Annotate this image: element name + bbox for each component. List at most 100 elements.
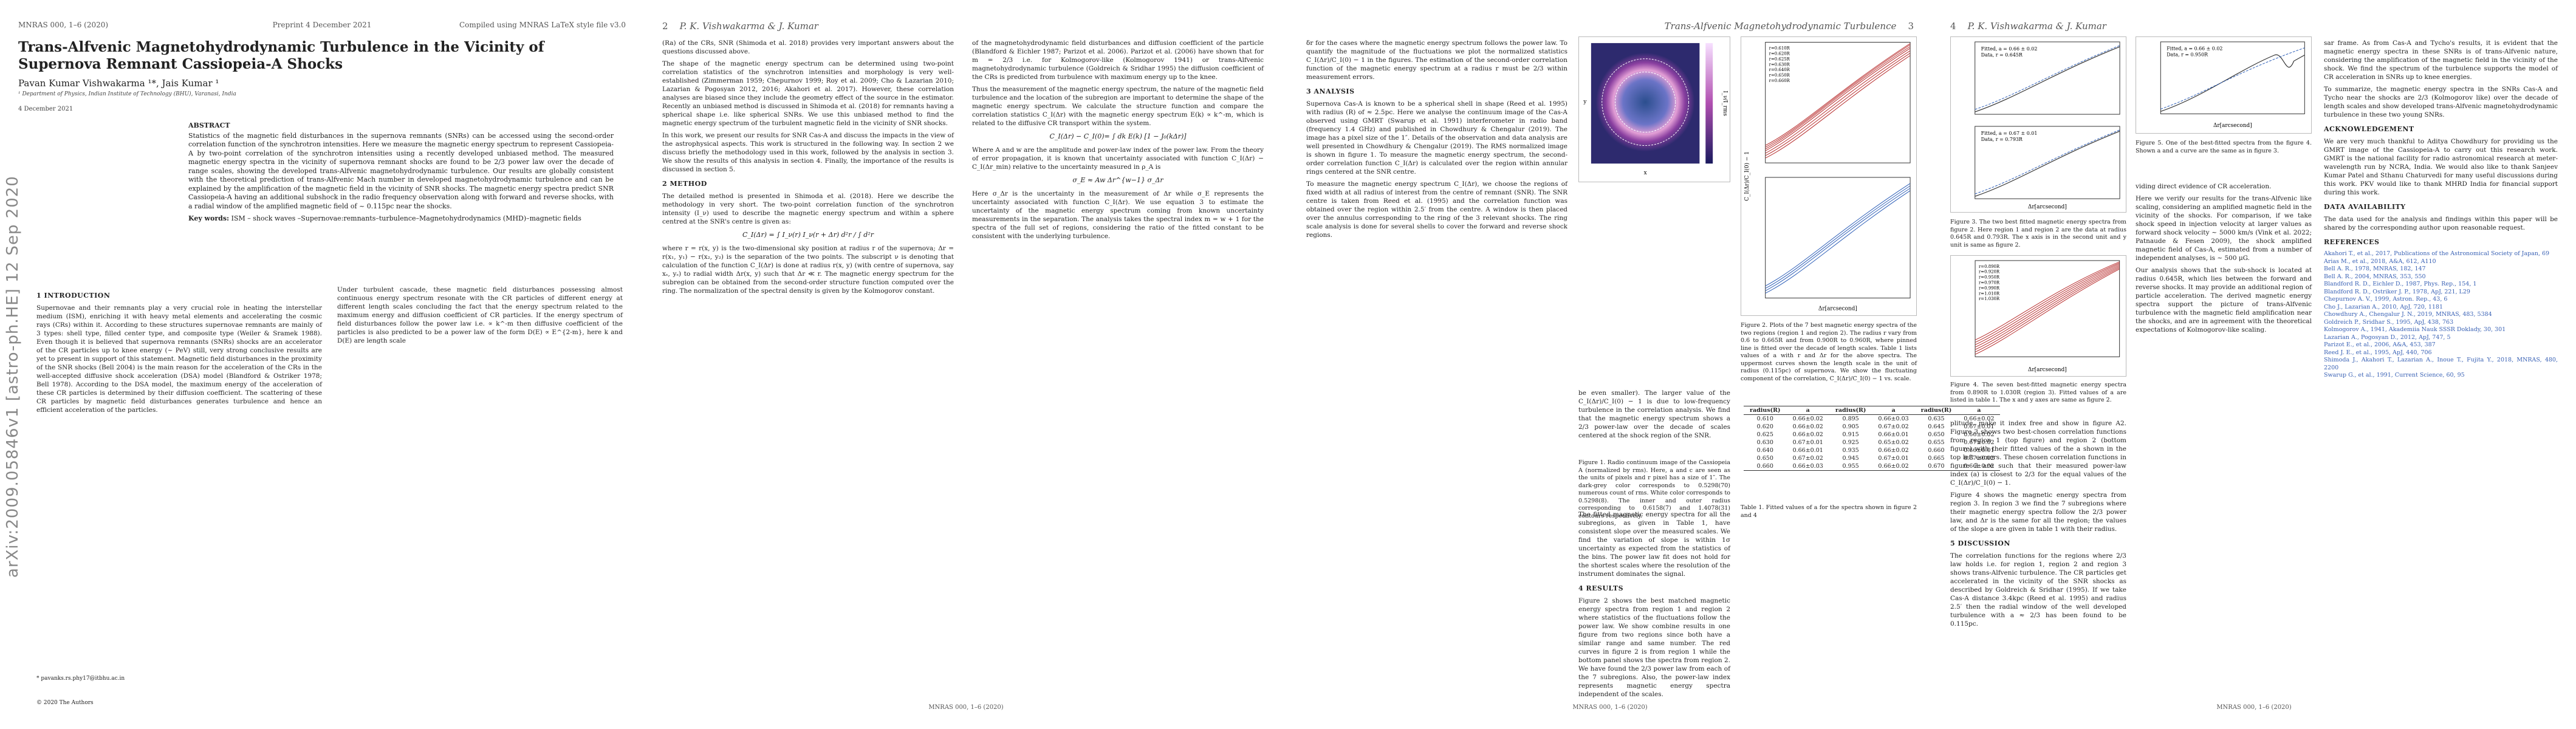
- reference-entry[interactable]: Bell A. R., 2004, MNRAS, 353, 550: [2324, 273, 2426, 280]
- affiliation: ¹ Department of Physics, Indian Institut…: [18, 91, 236, 97]
- reference-entry[interactable]: Shimoda J., Akahori T., Lazarian A., Ino…: [2324, 357, 2558, 371]
- figure-2-caption: Figure 2. Plots of the 7 best magnetic e…: [1741, 322, 1917, 382]
- table-cell: 0.660: [1756, 463, 1773, 470]
- spectrum-curve: [1765, 188, 1911, 292]
- paragraph: plitude, make it index free and show in …: [1950, 420, 2126, 487]
- legend-entry: Fitted, a = 0.66 ± 0.02: [1981, 46, 2038, 52]
- figure-3-svg: Fitted, a = 0.66 ± 0.02 Data, r = 0.645R…: [1975, 41, 2120, 210]
- paragraph: In this work, we present our results for…: [662, 132, 954, 173]
- spectrum-curve: [1975, 261, 2120, 341]
- axes-frame: [1975, 126, 2120, 199]
- page-number: 4: [1950, 21, 1956, 32]
- page-4-footer: MNRAS 000, 1–6 (2020): [2216, 704, 2292, 711]
- page-3-column-1: δr for the cases where the magnetic ener…: [1306, 39, 1567, 243]
- paragraph: Here we verify our results for the trans…: [2136, 195, 2312, 262]
- table-row: 0.650 0.67±0.02 0.945 0.67±0.01 0.665 0.67±0.…: [1744, 454, 2000, 462]
- reference-entry[interactable]: Parizot E., et al., 2006, A&A, 453, 387: [2324, 341, 2436, 348]
- reference-entry[interactable]: Blandford R. D., Eichler D., 1987, Phys.…: [2324, 281, 2477, 287]
- paragraph: The shape of the magnetic energy spectru…: [662, 60, 954, 127]
- table-cell: 0.650: [1756, 455, 1773, 462]
- reference-entry[interactable]: Akahori T., et al., 2017, Publications o…: [2324, 250, 2550, 257]
- reference-entry[interactable]: Bell A. R., 1978, MNRAS, 182, 147: [2324, 265, 2426, 272]
- reference-entry[interactable]: Chowdhury A., Chengalur J. N., 2019, MNR…: [2324, 311, 2492, 318]
- x-axis-label: Δr[arcsecond]: [2028, 204, 2067, 210]
- table-cell: 0.66±0.02: [1878, 447, 1909, 454]
- table-1: radius(R) a radius(R) a radius(R) a 0.610 0.66…: [1744, 406, 2001, 471]
- table-row: 0.660 0.66±0.03 0.955 0.66±0.02 0.670 0.66±0.…: [1744, 462, 2001, 471]
- equation-2: C_I(Δr) − C_I(0)= ∫ dk E(k) [1 − J₀(kΔr)…: [1049, 132, 1187, 140]
- table-1-caption: Table 1. Fitted values of a for the spec…: [1741, 504, 1917, 519]
- page-3-column-2: be even smaller). The larger value of th…: [1578, 389, 1730, 443]
- paragraph: To summarize, the magnetic energy spectr…: [2324, 86, 2558, 118]
- spectrum-curve: [1975, 266, 2120, 350]
- table-cell: 0.66±0.02: [1878, 463, 1909, 470]
- legend-entry: r=0.650R: [1769, 73, 1790, 78]
- figure-5-caption: Figure 5. One of the best-fitted spectra…: [2136, 140, 2312, 154]
- legend-entry: r=0.990R: [1979, 286, 2000, 290]
- table-header-cell: a: [1806, 407, 1810, 414]
- table-cell: 0.66±0.03: [1878, 416, 1909, 422]
- reference-entry[interactable]: Cho J., Lazarian A., 2010, ApJ, 720, 118…: [2324, 303, 2443, 310]
- equation-1: C_I(Δr) = ∫ I_ν(r) I_ν(r + Δr) d²r / ∫ d…: [742, 231, 874, 239]
- legend-entry: Data, r = 0.793R: [1981, 137, 2023, 142]
- reference-entry[interactable]: Swarup G., et al., 1991, Current Science…: [2324, 372, 2465, 378]
- reference-entry[interactable]: Chepurnov A. V., 1999, Astron. Rep., 43,…: [2324, 296, 2448, 303]
- legend-entry: r=0.630R: [1769, 62, 1790, 67]
- table-cell: 0.66±0.03: [1792, 463, 1823, 470]
- spectrum-curve: [1765, 44, 1911, 148]
- legend-entry: r=0.950R: [1979, 275, 2000, 280]
- paper-title: Trans-Alfvenic Magnetohydrodynamic Turbu…: [18, 39, 544, 72]
- outer-radius-contour: [1601, 58, 1690, 146]
- spectrum-curve: [1975, 267, 2120, 352]
- page-2-column-1: (Ra) of the CRs, SNR (Shimoda et al. 201…: [662, 39, 954, 299]
- legend-entry: r=0.890R: [1979, 264, 2000, 269]
- spectrum-curve: [1975, 262, 2120, 343]
- arxiv-stamp[interactable]: arXiv:2009.05846v1 [astro-ph.HE] 12 Sep …: [4, 176, 22, 578]
- reference-entry[interactable]: Goldreich P., Sridhar S., 1995, ApJ, 438…: [2324, 318, 2454, 326]
- running-title: P. K. Vishwakarma & J. Kumar: [1967, 21, 2106, 32]
- x-axis-label: Δr[arcsecond]: [2028, 367, 2067, 373]
- axes-frame: [1975, 260, 2120, 357]
- remnant-disc: [1595, 52, 1695, 152]
- section-heading-introduction: 1 INTRODUCTION: [36, 292, 111, 299]
- legend-entry: r=0.970R: [1979, 281, 2000, 286]
- legend-entry: r=1.030R: [1979, 296, 2000, 301]
- paragraph: of the magnetohydrodynamic field disturb…: [972, 39, 1264, 81]
- reference-entry[interactable]: Lazarian A., Pogosyan D., 2012, ApJ, 747…: [2324, 334, 2451, 341]
- spectrum-curve: [1975, 269, 2120, 355]
- page-3-footer: MNRAS 000, 1–6 (2020): [1572, 704, 1648, 711]
- paragraph: The data used for the analysis and findi…: [2324, 216, 2558, 231]
- page-3: Trans-Alfvenic Magnetohydrodynamic Turbu…: [1288, 0, 2001, 729]
- reference-list: Akahori T., et al., 2017, Publications o…: [2324, 250, 2558, 380]
- table-cell: 0.955: [1842, 463, 1859, 470]
- section-heading-discussion: 5 DISCUSSION: [1950, 539, 2010, 547]
- figure-5-spectrum: Fitted, a = 0.66 ± 0.02 Data, r = 0.950R…: [2136, 36, 2312, 134]
- table-row: 0.630 0.67±0.01 0.925 0.65±0.02 0.655 0.67±0.…: [1744, 439, 2000, 447]
- legend-entry: r=0.610R: [1769, 46, 1790, 50]
- paragraph: δr for the cases where the magnetic ener…: [1306, 39, 1567, 81]
- table-cell: 0.645: [1928, 423, 1945, 430]
- figure-2-top-panel: r=0.610Rr=0.620Rr=0.625Rr=0.630Rr=0.640R…: [1765, 42, 1911, 163]
- table-cell: 0.895: [1842, 416, 1859, 422]
- table-cell: 0.66±0.02: [1964, 463, 1995, 470]
- paragraph: Where A and w are the amplitude and powe…: [972, 146, 1264, 171]
- inner-radius-contour: [1615, 72, 1676, 133]
- table-body: 0.610 0.66±0.02 0.895 0.66±0.03 0.635 0.66±0.…: [1744, 415, 2001, 471]
- legend-entry: Fitted, a = 0.67 ± 0.01: [1981, 131, 2038, 136]
- table-cell: 0.66±0.01: [1792, 447, 1823, 454]
- reference-entry[interactable]: Kolmogorov A., 1941, Akademiia Nauk SSSR…: [2324, 326, 2506, 333]
- abstract-text: Statistics of the magnetic field disturb…: [188, 131, 614, 210]
- reference-entry[interactable]: Blandford R. D., Ostriker J. P., 1978, A…: [2324, 288, 2470, 295]
- table-cell: 0.66±0.02: [1964, 431, 1995, 438]
- page-4-column-1: plitude, make it index free and show in …: [1950, 419, 2126, 632]
- reference-entry[interactable]: Reed J. E., et al., 1995, ApJ, 440, 706: [2324, 349, 2432, 356]
- figure-4-spectra: r=0.890R r=0.920R r=0.950R r=0.970R r=0.990R…: [1950, 255, 2126, 377]
- reference-entry[interactable]: Arias M., et al., 2018, A&A, 612, A110: [2324, 258, 2436, 265]
- dateline: 4 December 2021: [18, 106, 74, 112]
- paragraph: Supernova Cas-A is known to be a spheric…: [1306, 100, 1567, 176]
- table-row: 0.625 0.66±0.02 0.915 0.66±0.01 0.650 0.66±0.…: [1744, 431, 2000, 439]
- paragraph: (Ra) of the CRs, SNR (Shimoda et al. 201…: [662, 39, 954, 55]
- page-2-column-2: of the magnetohydrodynamic field disturb…: [972, 39, 1264, 244]
- spectrum-curve: [1765, 50, 1911, 154]
- data-curve: [1975, 131, 2120, 197]
